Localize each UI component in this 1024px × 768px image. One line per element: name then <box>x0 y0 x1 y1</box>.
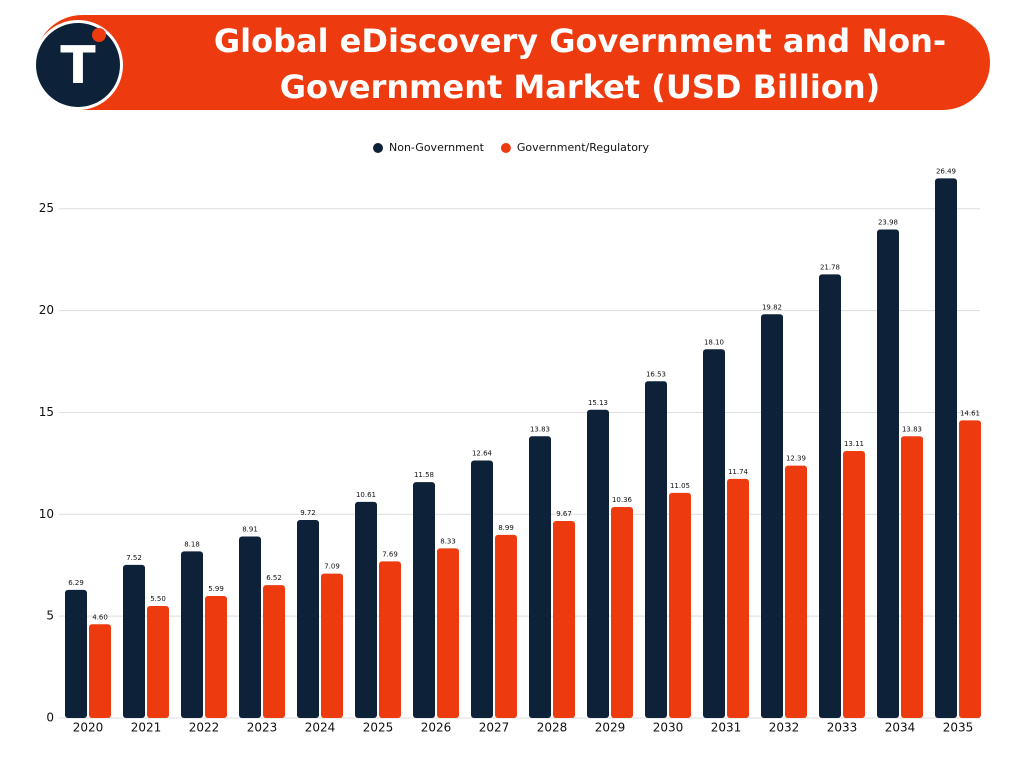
value-label: 10.36 <box>612 496 633 504</box>
bar <box>819 274 841 718</box>
bar <box>379 561 401 718</box>
value-label: 12.39 <box>786 455 806 463</box>
value-label: 9.72 <box>300 509 316 517</box>
value-label: 8.33 <box>440 537 456 545</box>
bar <box>959 420 981 718</box>
bar <box>553 521 575 718</box>
bar <box>495 534 517 718</box>
value-label: 7.09 <box>324 563 340 571</box>
bar <box>529 436 551 718</box>
bar <box>181 551 203 718</box>
value-label: 6.29 <box>68 579 84 587</box>
bar <box>471 460 493 718</box>
bar <box>901 436 923 718</box>
bar <box>263 585 285 718</box>
value-label: 7.69 <box>382 550 398 558</box>
bar <box>727 478 749 718</box>
bar <box>89 624 111 718</box>
bar <box>877 229 899 718</box>
bar <box>761 314 783 718</box>
value-label: 11.05 <box>670 482 690 490</box>
bar <box>587 409 609 718</box>
x-tick-label: 2024 <box>305 721 336 735</box>
value-label: 23.98 <box>878 219 898 227</box>
value-label: 9.67 <box>556 510 572 518</box>
x-tick-label: 2027 <box>479 721 510 735</box>
bar <box>239 536 261 718</box>
value-label: 18.10 <box>704 338 724 346</box>
x-tick-label: 2025 <box>363 721 394 735</box>
legend-marker <box>500 143 511 153</box>
value-label: 7.52 <box>126 554 142 562</box>
bar <box>611 506 633 718</box>
value-label: 16.53 <box>646 370 666 378</box>
legend-label: Government/Regulatory <box>517 141 650 154</box>
y-tick-label: 10 <box>39 507 54 521</box>
title-banner <box>35 15 990 110</box>
value-label: 21.78 <box>820 263 840 271</box>
value-label: 13.11 <box>844 440 864 448</box>
value-label: 13.83 <box>530 425 550 433</box>
bar <box>437 548 459 718</box>
bar <box>321 573 343 718</box>
y-tick-label: 5 <box>46 609 54 623</box>
x-tick-label: 2023 <box>247 721 278 735</box>
bar <box>413 482 435 718</box>
bar <box>645 381 667 718</box>
value-label: 5.99 <box>208 585 224 593</box>
x-tick-label: 2020 <box>73 721 104 735</box>
y-tick-label: 15 <box>39 405 54 419</box>
value-label: 4.60 <box>92 613 108 621</box>
legend-label: Non-Government <box>389 141 485 154</box>
value-label: 8.18 <box>184 540 200 548</box>
legend-marker <box>373 143 383 153</box>
bar <box>147 605 169 718</box>
value-label: 11.58 <box>414 471 434 479</box>
x-tick-label: 2033 <box>827 721 858 735</box>
value-label: 8.99 <box>498 524 514 532</box>
value-label: 12.64 <box>472 450 493 458</box>
bar <box>355 501 377 718</box>
y-tick-label: 0 <box>46 711 54 725</box>
value-label: 19.82 <box>762 303 782 311</box>
x-tick-label: 2028 <box>537 721 568 735</box>
x-tick-label: 2032 <box>769 721 800 735</box>
bar <box>205 595 227 718</box>
bar <box>65 589 87 718</box>
value-label: 5.50 <box>150 595 166 603</box>
chart-title: Global eDiscovery Government and Non-Gov… <box>213 22 947 106</box>
bar <box>123 564 145 718</box>
value-label: 14.61 <box>960 409 980 417</box>
value-label: 26.49 <box>936 167 956 175</box>
x-tick-label: 2031 <box>711 721 742 735</box>
value-label: 13.83 <box>902 425 922 433</box>
value-label: 6.52 <box>266 574 282 582</box>
x-tick-label: 2029 <box>595 721 626 735</box>
value-label: 10.61 <box>356 491 376 499</box>
value-label: 8.91 <box>242 526 258 534</box>
value-label: 15.13 <box>588 399 608 407</box>
bar <box>843 450 865 718</box>
bar <box>703 349 725 718</box>
value-label: 11.74 <box>728 468 749 476</box>
x-tick-label: 2030 <box>653 721 684 735</box>
x-tick-label: 2035 <box>943 721 974 735</box>
logo-dot <box>92 28 106 42</box>
logo: T <box>33 20 123 110</box>
x-tick-label: 2026 <box>421 721 452 735</box>
bar <box>935 178 957 718</box>
bar <box>297 520 319 718</box>
bar <box>669 492 691 718</box>
y-tick-label: 25 <box>39 201 54 215</box>
x-tick-label: 2021 <box>131 721 162 735</box>
x-tick-label: 2022 <box>189 721 220 735</box>
y-tick-label: 20 <box>39 303 54 317</box>
x-tick-label: 2034 <box>885 721 916 735</box>
bar <box>785 465 807 718</box>
